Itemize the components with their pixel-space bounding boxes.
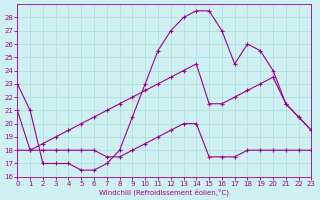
X-axis label: Windchill (Refroidissement éolien,°C): Windchill (Refroidissement éolien,°C) xyxy=(100,188,229,196)
